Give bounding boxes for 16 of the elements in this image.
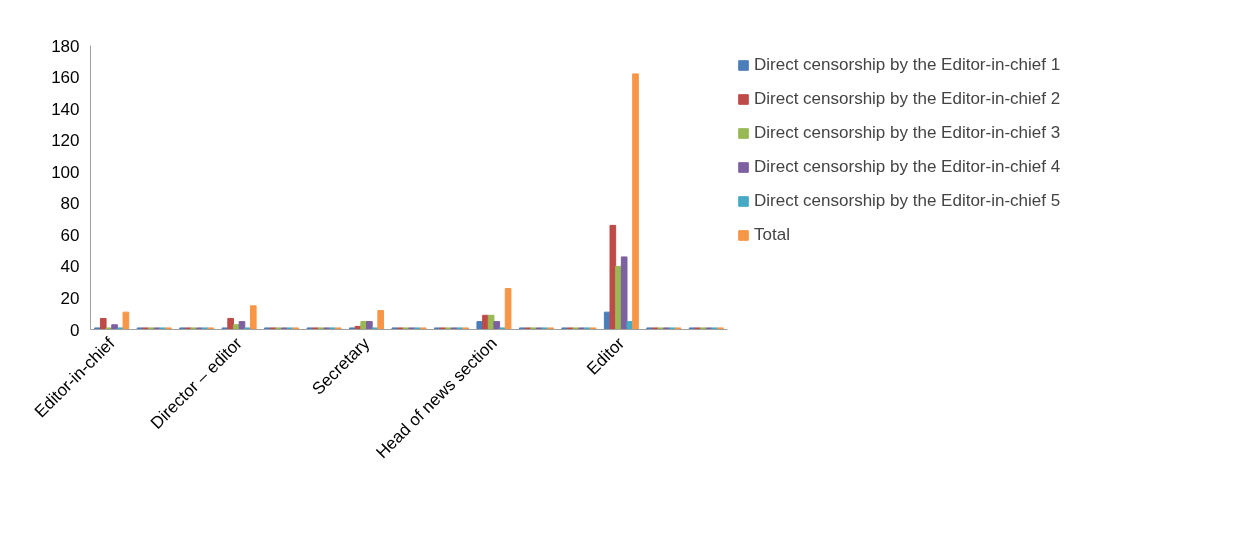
y-tick-label: 40 <box>60 257 80 277</box>
legend-label: Direct censorship by the Editor-in-chief 3 <box>754 123 1061 143</box>
legend-label: Direct censorship by the Editor-in-chief 1 <box>754 55 1061 75</box>
y-tick-label: 20 <box>60 288 80 308</box>
y-tick-label: 120 <box>51 131 80 151</box>
legend-label: Total <box>754 225 790 245</box>
y-tick-label: 60 <box>60 225 80 245</box>
y-tick-label: 100 <box>51 162 80 182</box>
y-tick-label: 80 <box>60 194 80 214</box>
y-tick-label: 140 <box>51 99 80 119</box>
y-tick-label: 180 <box>51 36 80 56</box>
legend-label: Direct censorship by the Editor-in-chief 2 <box>754 89 1061 109</box>
y-tick-label: 0 <box>70 320 80 340</box>
legend-label: Direct censorship by the Editor-in-chief 5 <box>754 191 1061 211</box>
legend-label: Direct censorship by the Editor-in-chief 4 <box>754 157 1061 177</box>
y-tick-label: 160 <box>51 68 80 88</box>
